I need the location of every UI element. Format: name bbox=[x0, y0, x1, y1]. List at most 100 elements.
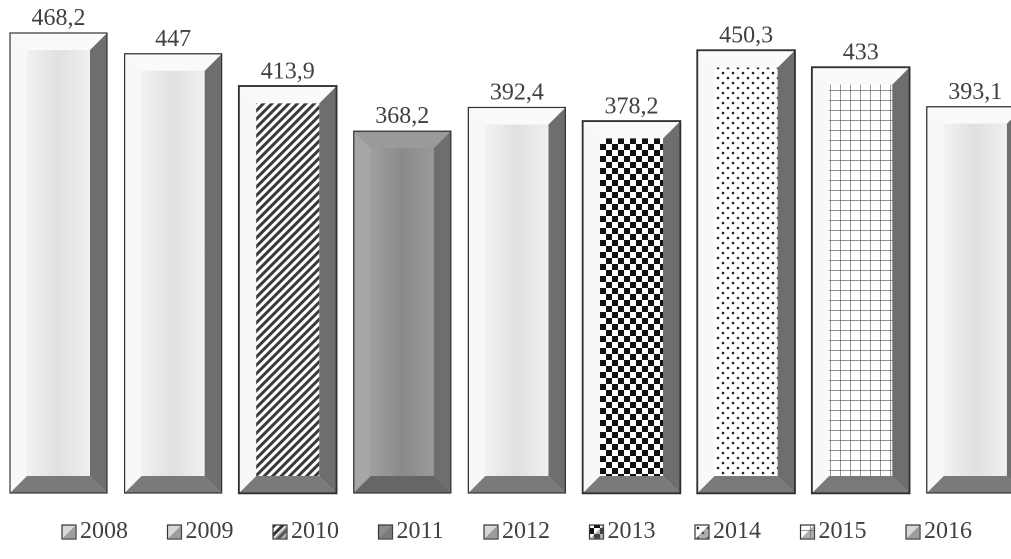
bar-bevel-bottom bbox=[468, 476, 566, 493]
bar-bevel-bottom bbox=[239, 476, 337, 493]
bar-bevel-left bbox=[583, 121, 600, 493]
bar-outline bbox=[353, 130, 452, 494]
bar-bevel-left bbox=[697, 50, 715, 494]
legend-item-2010: 2010 bbox=[272, 518, 339, 544]
bar-2008 bbox=[9, 32, 108, 494]
legend-swatch-shade bbox=[62, 525, 76, 539]
legend-label: 2009 bbox=[186, 518, 234, 544]
bar-bevel-left bbox=[353, 131, 371, 494]
bar-2014 bbox=[696, 49, 796, 495]
bar-outline bbox=[926, 106, 1011, 494]
legend-item-2014: 2014 bbox=[694, 518, 761, 544]
data-label: 392,4 bbox=[490, 79, 544, 105]
bar-bevel-top bbox=[697, 50, 795, 68]
bar-bevel-bottom bbox=[812, 476, 910, 493]
bar-bevel-top bbox=[926, 106, 1011, 124]
legend-label: 2012 bbox=[502, 518, 550, 544]
bar-bevel-top bbox=[239, 86, 337, 104]
legend-swatch-shade bbox=[378, 525, 393, 539]
bar-bevel-top bbox=[583, 121, 680, 139]
bar-2013 bbox=[581, 120, 682, 495]
bar-bevel-right bbox=[319, 86, 337, 493]
bar-2010 bbox=[237, 85, 338, 495]
bar-bevel-right bbox=[90, 33, 107, 493]
bar-face bbox=[829, 84, 893, 477]
bar-face bbox=[600, 138, 663, 476]
bar-bevel-bottom bbox=[353, 476, 451, 493]
bar-bevel-right bbox=[777, 50, 795, 494]
data-label: 450,3 bbox=[719, 23, 773, 49]
bar-bevel-right bbox=[204, 53, 222, 493]
bar-bevel-top bbox=[812, 67, 910, 85]
bar-bevel-bottom bbox=[124, 476, 222, 493]
bar-outline bbox=[9, 32, 108, 494]
data-label: 447 bbox=[155, 26, 191, 52]
bar-2016 bbox=[926, 106, 1011, 494]
bar-bevel-left bbox=[926, 106, 944, 494]
bar-bevel-bottom bbox=[10, 476, 107, 493]
legend-swatch-shade bbox=[589, 525, 604, 539]
bar-face bbox=[370, 148, 434, 477]
legend-label: 2016 bbox=[924, 518, 972, 544]
bar-bevel-right bbox=[433, 131, 451, 494]
bar-bevel-bottom bbox=[583, 476, 680, 493]
bar-bevel-right bbox=[1006, 119, 1011, 481]
bar-face bbox=[256, 103, 320, 476]
legend-label: 2010 bbox=[291, 518, 339, 544]
bar-bevel-top bbox=[353, 131, 451, 149]
bar-outline bbox=[467, 106, 566, 494]
legend-item-2011: 2011 bbox=[377, 518, 444, 544]
bar-2015 bbox=[810, 66, 911, 495]
legend-item-2013: 2013 bbox=[588, 518, 656, 544]
legend-item-2012: 2012 bbox=[483, 518, 550, 544]
bar-bevel-right bbox=[663, 121, 680, 493]
bar-outline bbox=[696, 49, 796, 494]
legend-swatch-shade bbox=[906, 525, 920, 539]
data-label: 468,2 bbox=[32, 5, 86, 31]
bar-bevel-left bbox=[124, 53, 142, 493]
legend-swatch-shade bbox=[484, 525, 498, 539]
bar-outline bbox=[811, 66, 910, 494]
bar-bevel-left bbox=[468, 107, 486, 494]
bar-outline bbox=[123, 53, 223, 494]
bar-bevel-left bbox=[10, 33, 27, 493]
legend-label: 2008 bbox=[80, 518, 128, 544]
bar-2012 bbox=[467, 106, 566, 494]
legend-label: 2011 bbox=[397, 518, 444, 544]
bar-outline bbox=[582, 120, 681, 494]
legend-item-2009: 2009 bbox=[166, 518, 234, 544]
bars-layer bbox=[9, 32, 1011, 495]
data-label: 368,2 bbox=[375, 103, 429, 129]
legend-swatch-shade bbox=[695, 525, 709, 539]
legend-label: 2015 bbox=[819, 518, 867, 544]
legend-label: 2013 bbox=[608, 518, 656, 544]
bar-bevel-top bbox=[124, 53, 222, 71]
bar-bevel-left bbox=[239, 86, 257, 493]
value-labels-layer: 468,2 447 413,9 368,2 392,4 378,2 450,3 433 393,… bbox=[32, 5, 1003, 129]
bar-bevel-right bbox=[548, 107, 566, 494]
legend: 2008 2009 2010 2011 2012 2013 2014 2015 2016 bbox=[61, 518, 972, 544]
legend-item-2008: 2008 bbox=[61, 518, 128, 544]
bar-bevel-top bbox=[10, 33, 107, 50]
bar-face bbox=[27, 50, 90, 476]
bar-outline bbox=[238, 85, 337, 494]
bar-2009 bbox=[123, 53, 223, 494]
bar-bevel-right bbox=[892, 67, 910, 494]
bar-bevel-bottom bbox=[697, 476, 795, 493]
bar-face bbox=[943, 123, 1007, 477]
legend-label: 2014 bbox=[713, 518, 761, 544]
bar-bevel-bottom bbox=[926, 476, 1011, 493]
bar-2011 bbox=[353, 130, 452, 494]
data-label: 378,2 bbox=[605, 93, 659, 119]
bar-face bbox=[714, 67, 778, 477]
bar-bevel-top bbox=[468, 107, 566, 125]
legend-item-2016: 2016 bbox=[905, 518, 972, 544]
bar-face bbox=[141, 70, 205, 476]
bar-bevel-left bbox=[812, 67, 830, 494]
legend-swatch-shade bbox=[167, 525, 182, 539]
legend-swatch-shade bbox=[273, 525, 287, 539]
data-label: 413,9 bbox=[261, 58, 315, 84]
data-label: 393,1 bbox=[948, 79, 1002, 105]
